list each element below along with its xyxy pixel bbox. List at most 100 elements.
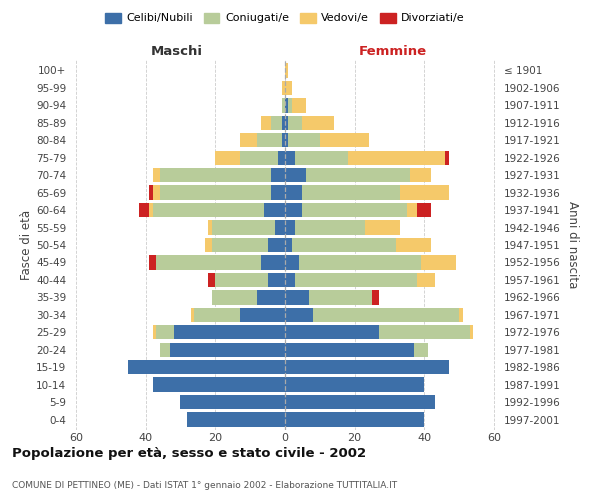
Bar [320,133,368,148]
Bar [459,308,463,322]
Bar [152,203,264,217]
Bar [285,64,289,78]
Bar [271,186,285,200]
Bar [275,220,285,234]
Bar [285,325,379,340]
Bar [285,81,292,95]
Bar [410,168,431,182]
Bar [281,98,285,112]
Bar [260,256,285,270]
Bar [212,290,257,304]
Bar [470,325,473,340]
Bar [292,98,306,112]
Bar [285,412,424,426]
Bar [264,203,285,217]
Bar [285,290,310,304]
Bar [295,220,365,234]
Bar [302,186,400,200]
Bar [257,290,285,304]
Text: Popolazione per età, sesso e stato civile - 2002: Popolazione per età, sesso e stato civil… [12,448,366,460]
Bar [313,308,459,322]
Bar [160,342,170,357]
Bar [271,116,281,130]
Bar [407,203,418,217]
Bar [400,186,449,200]
Y-axis label: Anni di nascita: Anni di nascita [566,202,579,288]
Text: Maschi: Maschi [151,46,203,59]
Bar [302,116,334,130]
Bar [414,342,428,357]
Bar [128,360,285,374]
Bar [289,98,292,112]
Bar [215,150,240,165]
Bar [208,220,212,234]
Bar [348,150,445,165]
Bar [445,150,449,165]
Bar [187,412,285,426]
Bar [285,116,289,130]
Bar [191,308,194,322]
Bar [418,273,435,287]
Bar [240,133,257,148]
Bar [372,290,379,304]
Bar [281,133,285,148]
Bar [268,273,285,287]
Bar [289,116,302,130]
Bar [285,273,295,287]
Bar [285,98,289,112]
Bar [173,325,285,340]
Bar [212,238,268,252]
Bar [149,186,152,200]
Bar [306,168,410,182]
Bar [285,133,289,148]
Bar [299,256,421,270]
Bar [418,203,431,217]
Bar [152,325,156,340]
Bar [156,325,173,340]
Bar [379,325,470,340]
Bar [285,256,299,270]
Bar [285,168,306,182]
Bar [152,378,285,392]
Bar [257,133,281,148]
Bar [240,150,278,165]
Bar [281,116,285,130]
Y-axis label: Fasce di età: Fasce di età [20,210,33,280]
Bar [295,273,418,287]
Bar [302,203,407,217]
Bar [285,186,302,200]
Bar [260,116,271,130]
Text: COMUNE DI PETTINEO (ME) - Dati ISTAT 1° gennaio 2002 - Elaborazione TUTTITALIA.I: COMUNE DI PETTINEO (ME) - Dati ISTAT 1° … [12,480,397,490]
Bar [285,378,424,392]
Bar [281,81,285,95]
Bar [421,256,456,270]
Bar [397,238,431,252]
Bar [215,273,268,287]
Bar [285,342,414,357]
Bar [285,238,292,252]
Bar [289,133,320,148]
Bar [268,238,285,252]
Bar [160,186,271,200]
Bar [181,395,285,409]
Bar [240,308,285,322]
Bar [139,203,149,217]
Text: Femmine: Femmine [359,46,427,59]
Bar [160,168,271,182]
Bar [271,168,285,182]
Bar [152,186,160,200]
Bar [208,273,215,287]
Bar [285,203,302,217]
Bar [278,150,285,165]
Legend: Celibi/Nubili, Coniugati/e, Vedovi/e, Divorziati/e: Celibi/Nubili, Coniugati/e, Vedovi/e, Di… [101,8,469,28]
Bar [285,395,435,409]
Bar [285,220,295,234]
Bar [205,238,212,252]
Bar [149,203,152,217]
Bar [170,342,285,357]
Bar [194,308,240,322]
Bar [295,150,348,165]
Bar [212,220,275,234]
Bar [310,290,372,304]
Bar [285,360,449,374]
